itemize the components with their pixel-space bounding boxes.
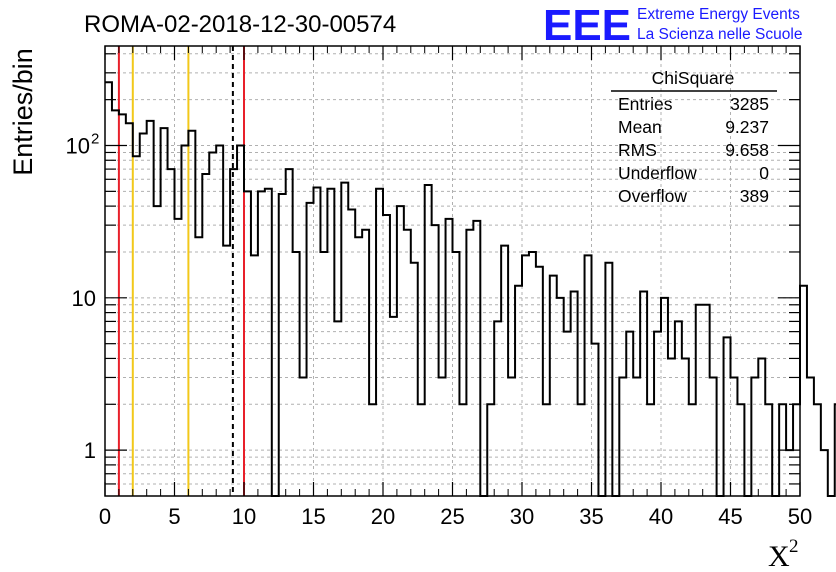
reference-lines xyxy=(117,46,245,496)
x-axis-label-superscript: 2 xyxy=(789,536,799,557)
stats-label-mean: Mean xyxy=(618,117,662,137)
x-tick-label: 20 xyxy=(371,504,395,529)
x-tick-label: 10 xyxy=(232,504,256,529)
stats-title: ChiSquare xyxy=(652,68,735,88)
logo-line-1: Extreme Energy Events xyxy=(637,6,800,23)
logo-line-2: La Scienza nelle Scuole xyxy=(637,26,802,43)
y-tick-label: 10 xyxy=(72,286,96,311)
x-tick-label: 45 xyxy=(718,504,742,529)
eee-logo: EEE Extreme Energy Events La Scienza nel… xyxy=(543,1,802,50)
stats-value-mean: 9.237 xyxy=(725,117,769,137)
x-axis-label: X 2 xyxy=(768,536,799,572)
y-tick-label: 1 xyxy=(84,438,96,463)
stats-label-entries: Entries xyxy=(618,94,673,114)
x-tick-label: 50 xyxy=(788,504,812,529)
histogram xyxy=(105,81,836,497)
x-tick-label: 0 xyxy=(99,504,111,529)
logo-letters: EEE xyxy=(543,1,631,50)
stats-label-overflow: Overflow xyxy=(618,186,687,206)
chart-title: ROMA-02-2018-12-30-00574 xyxy=(84,11,396,38)
y-tick-label: 10 xyxy=(66,133,90,158)
x-tick-label: 15 xyxy=(301,504,325,529)
x-tick-label: 35 xyxy=(579,504,603,529)
stats-value-entries: 3285 xyxy=(730,94,769,114)
stats-label-underflow: Underflow xyxy=(618,163,697,183)
x-axis-label-base: X xyxy=(768,540,790,572)
stats-value-underflow: 0 xyxy=(759,163,769,183)
histogram-line xyxy=(105,81,836,497)
grid-layer xyxy=(105,46,800,496)
y-tick-label-exponent: 2 xyxy=(91,130,99,147)
x-tick-label: 40 xyxy=(649,504,673,529)
stats-value-overflow: 389 xyxy=(740,186,769,206)
x-tick-label: 30 xyxy=(510,504,534,529)
x-tick-label: 5 xyxy=(168,504,180,529)
stats-box: ChiSquare Entries 3285 Mean 9.237 RMS 9.… xyxy=(611,68,777,206)
stats-value-rms: 9.658 xyxy=(725,140,769,160)
stats-label-rms: RMS xyxy=(618,140,657,160)
x-tick-label: 25 xyxy=(440,504,464,529)
y-axis-label: Entries/bin xyxy=(8,48,38,176)
